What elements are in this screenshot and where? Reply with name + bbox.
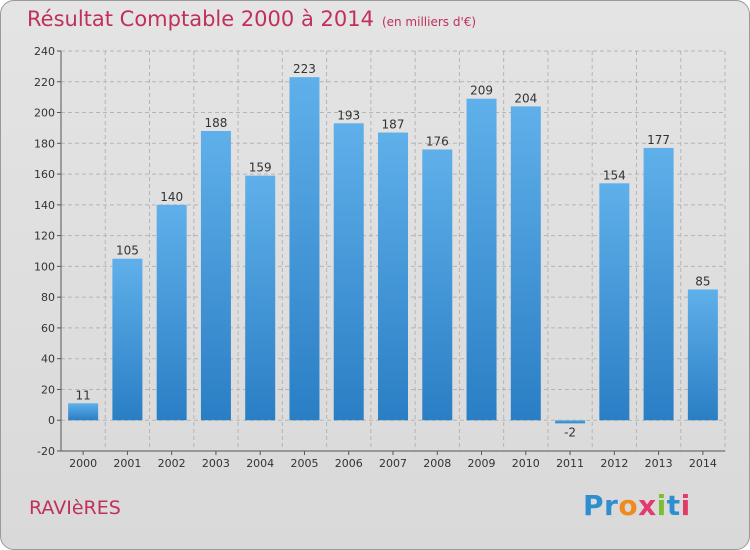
logo-letter: i (680, 489, 691, 522)
logo-letter: t (666, 489, 681, 522)
data-label: 209 (470, 84, 493, 98)
data-label: 105 (116, 244, 139, 258)
x-tick-label: 2006 (335, 457, 363, 470)
bar (245, 175, 276, 421)
x-tick-label: 2002 (158, 457, 186, 470)
bar (510, 106, 541, 421)
bar (643, 147, 674, 421)
data-label: 187 (382, 118, 405, 132)
data-label: 223 (293, 62, 316, 76)
data-label: 11 (75, 388, 90, 402)
data-label: 154 (603, 168, 626, 182)
chart-title: Résultat Comptable 2000 à 2014 (en millie… (27, 7, 476, 31)
bar (422, 149, 453, 421)
y-tick-label: 40 (41, 353, 55, 366)
data-label: 159 (249, 161, 272, 175)
data-label: 204 (514, 91, 537, 105)
data-label: 140 (160, 190, 183, 204)
x-tick-label: 2003 (202, 457, 230, 470)
bar (68, 403, 99, 421)
bar (156, 204, 187, 421)
proxiti-logo: Proxiti (583, 489, 691, 522)
chart-subtitle: (en milliers d'€) (381, 15, 477, 29)
logo-letter: x (638, 489, 657, 522)
bar (466, 98, 497, 421)
y-tick-label: 160 (34, 168, 55, 181)
data-label: 188 (204, 116, 227, 130)
commune-name: RAVIèRES (29, 497, 121, 519)
x-tick-label: 2012 (600, 457, 628, 470)
x-tick-label: 2011 (556, 457, 584, 470)
bars: 11 105 140 188 159 223 193 187 176 209 204 -2 154 177… (68, 62, 718, 439)
chart-title-text: Résultat Comptable 2000 à 2014 (27, 7, 374, 31)
bar (687, 289, 718, 421)
x-tick-label: 2008 (423, 457, 451, 470)
logo-letter: P (583, 489, 605, 522)
x-tick-label: 2005 (290, 457, 318, 470)
bar (599, 183, 630, 421)
data-label: 177 (647, 133, 670, 147)
y-tick-label: 20 (41, 383, 55, 396)
logo-letter: r (604, 489, 619, 522)
logo-letter: o (618, 489, 639, 522)
data-label: -2 (564, 425, 576, 439)
y-tick-label: 200 (34, 107, 55, 120)
x-tick-label: 2009 (468, 457, 496, 470)
bar (112, 258, 143, 421)
bar (378, 132, 408, 421)
data-label: 176 (426, 134, 449, 148)
y-tick-label: 240 (34, 45, 55, 58)
x-tick-label: 2010 (512, 457, 540, 470)
bar (200, 131, 231, 421)
x-tick-label: 2007 (379, 457, 407, 470)
x-tick-label: 2014 (689, 457, 717, 470)
bar (289, 77, 320, 421)
logo-letter: i (656, 489, 667, 522)
y-tick-label: 80 (41, 291, 55, 304)
y-tick-label: 180 (34, 137, 55, 150)
y-tick-label: 220 (34, 76, 55, 89)
bar (333, 123, 364, 421)
y-tick-label: 60 (41, 322, 55, 335)
y-tick-label: 100 (34, 260, 55, 273)
x-tick-label: 2013 (645, 457, 673, 470)
x-tick-label: 2001 (113, 457, 141, 470)
y-tick-label: -20 (37, 445, 55, 458)
axes: -20 0 20 40 60 80 100 120 140 160 180 200 220 240 2000… (34, 45, 725, 470)
y-tick-label: 140 (34, 199, 55, 212)
y-tick-label: 0 (48, 414, 55, 427)
data-label: 85 (695, 274, 710, 288)
x-tick-label: 2000 (69, 457, 97, 470)
data-label: 193 (337, 108, 360, 122)
y-tick-label: 120 (34, 230, 55, 243)
bar (555, 420, 586, 424)
x-tick-label: 2004 (246, 457, 274, 470)
